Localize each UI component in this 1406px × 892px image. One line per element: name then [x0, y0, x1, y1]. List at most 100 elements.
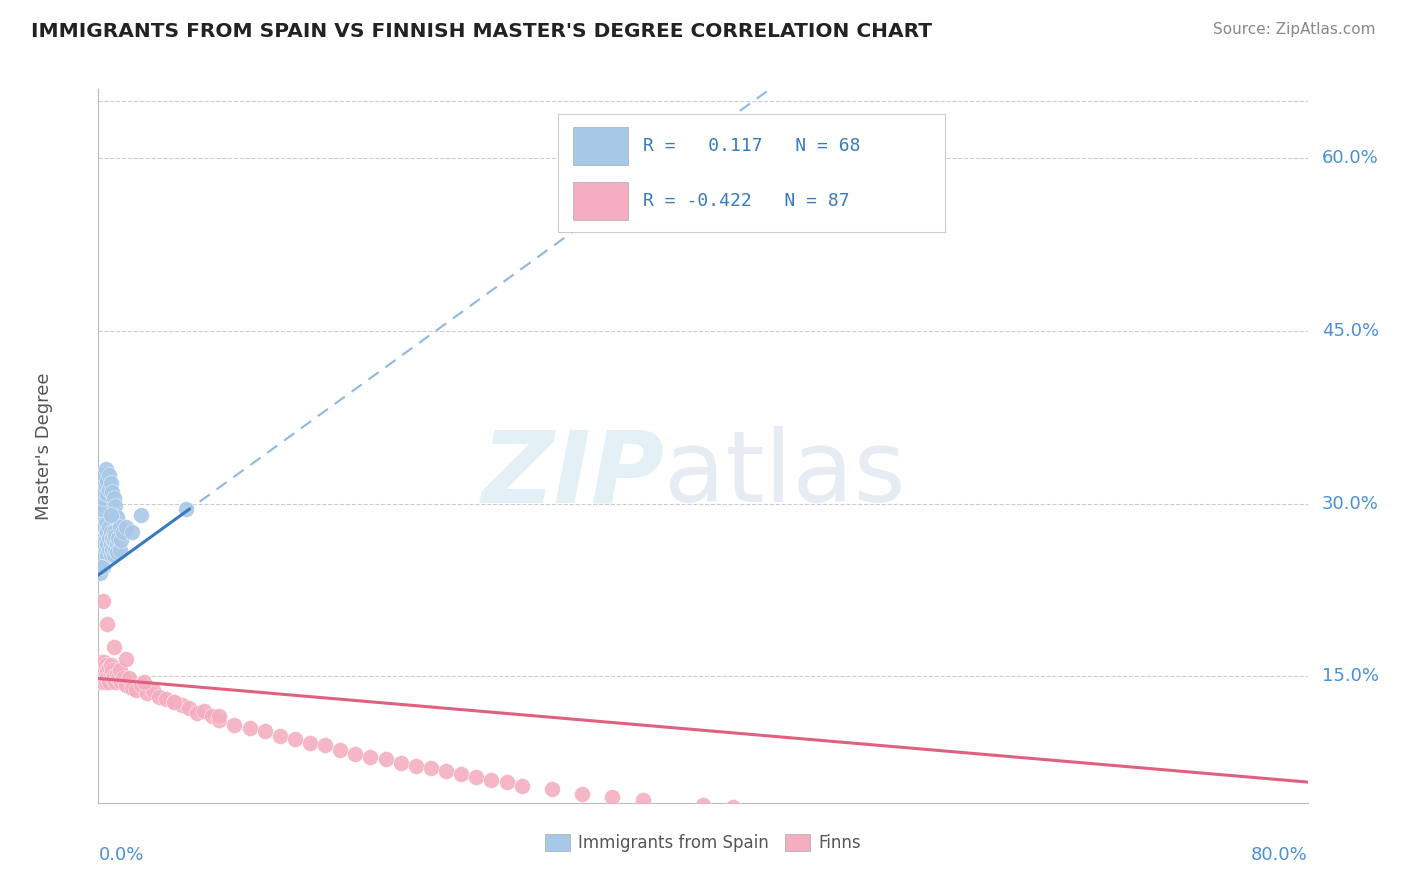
- Point: [105, 537, 128, 551]
- Point: [163, 694, 186, 708]
- Point: [103, 525, 125, 540]
- Point: [299, 736, 322, 750]
- Point: [94, 525, 117, 540]
- Point: [98, 531, 121, 545]
- Point: [110, 675, 132, 690]
- Point: [174, 502, 197, 516]
- Text: 60.0%: 60.0%: [1322, 149, 1379, 168]
- Point: [813, 807, 835, 822]
- Point: [89, 672, 111, 686]
- Point: [374, 752, 396, 766]
- Point: [239, 721, 262, 735]
- Point: [108, 664, 131, 678]
- Point: [91, 474, 114, 488]
- Point: [90, 559, 112, 574]
- Text: ZIP: ZIP: [481, 426, 664, 523]
- Point: [98, 542, 121, 557]
- Point: [93, 519, 115, 533]
- Point: [96, 487, 118, 501]
- Point: [132, 675, 155, 690]
- Point: [91, 660, 114, 674]
- Point: [170, 698, 193, 712]
- Point: [98, 660, 121, 674]
- Text: 80.0%: 80.0%: [1251, 846, 1308, 863]
- Point: [100, 475, 122, 490]
- Point: [93, 549, 115, 563]
- Point: [121, 525, 143, 540]
- Point: [96, 525, 118, 540]
- Text: 0.0%: 0.0%: [98, 846, 143, 863]
- Point: [91, 549, 114, 563]
- Point: [91, 675, 114, 690]
- Point: [96, 537, 118, 551]
- Point: [224, 717, 246, 731]
- Text: 45.0%: 45.0%: [1322, 322, 1379, 340]
- Point: [90, 537, 112, 551]
- Point: [107, 672, 129, 686]
- Point: [284, 732, 307, 747]
- Point: [105, 545, 128, 559]
- Point: [90, 657, 112, 672]
- Point: [90, 542, 112, 557]
- Point: [405, 759, 427, 773]
- Point: [103, 669, 125, 683]
- Point: [93, 656, 115, 670]
- Point: [129, 678, 152, 692]
- Point: [93, 672, 115, 686]
- Point: [91, 594, 114, 608]
- Point: [768, 805, 790, 819]
- Point: [450, 767, 472, 781]
- Point: [110, 533, 132, 548]
- Point: [114, 678, 136, 692]
- Point: [208, 709, 231, 723]
- Point: [90, 525, 112, 540]
- Point: [107, 531, 129, 545]
- Text: IMMIGRANTS FROM SPAIN VS FINNISH MASTER'S DEGREE CORRELATION CHART: IMMIGRANTS FROM SPAIN VS FINNISH MASTER'…: [31, 22, 932, 41]
- Point: [94, 675, 117, 690]
- Point: [125, 683, 148, 698]
- Text: 15.0%: 15.0%: [1322, 667, 1379, 685]
- Point: [602, 790, 624, 805]
- Point: [98, 467, 121, 482]
- Point: [121, 681, 143, 695]
- Point: [269, 729, 291, 743]
- Point: [96, 617, 118, 632]
- Text: Source: ZipAtlas.com: Source: ZipAtlas.com: [1212, 22, 1375, 37]
- Point: [91, 537, 114, 551]
- Point: [344, 747, 367, 762]
- Point: [103, 549, 125, 563]
- Point: [94, 479, 117, 493]
- Point: [420, 761, 443, 775]
- Point: [1175, 830, 1198, 845]
- Point: [179, 701, 201, 715]
- Point: [103, 640, 125, 655]
- Point: [94, 657, 117, 672]
- Point: [100, 549, 122, 563]
- Point: [510, 779, 533, 793]
- Point: [114, 519, 136, 533]
- Point: [571, 787, 593, 801]
- Point: [1115, 828, 1137, 842]
- Point: [1054, 824, 1077, 838]
- Point: [90, 479, 112, 493]
- Point: [186, 706, 208, 720]
- Point: [118, 672, 141, 686]
- Point: [90, 664, 112, 678]
- Legend: Immigrants from Spain, Finns: Immigrants from Spain, Finns: [538, 827, 868, 859]
- Point: [631, 793, 654, 807]
- Point: [253, 724, 276, 739]
- Point: [96, 549, 118, 563]
- Point: [94, 531, 117, 545]
- Point: [193, 704, 215, 718]
- Point: [98, 483, 121, 497]
- Point: [873, 813, 896, 827]
- Point: [114, 652, 136, 666]
- Point: [208, 713, 231, 727]
- Point: [100, 666, 122, 681]
- Point: [101, 485, 124, 500]
- Point: [104, 675, 127, 690]
- Point: [91, 525, 114, 540]
- Point: [723, 800, 745, 814]
- Point: [98, 519, 121, 533]
- Point: [108, 519, 131, 533]
